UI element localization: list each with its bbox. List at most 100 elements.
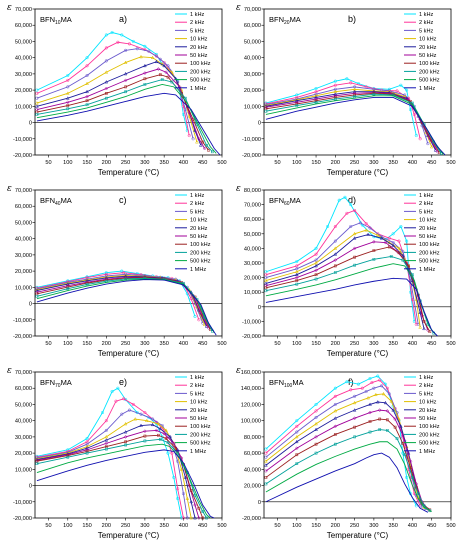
- data-point: [164, 428, 168, 432]
- data-point: [399, 424, 403, 428]
- data-point: [375, 399, 380, 404]
- sample-label: BFN70MA: [40, 378, 72, 389]
- legend-label: 50 kHz: [190, 416, 208, 422]
- data-point: [333, 408, 338, 413]
- data-point: [405, 239, 409, 243]
- x-tick-label: 50: [274, 341, 280, 347]
- data-point: [294, 446, 299, 451]
- data-point: [333, 264, 337, 268]
- y-tick-label: 30,000: [15, 435, 32, 441]
- data-point: [184, 96, 187, 100]
- data-point: [264, 455, 268, 459]
- series-group: [264, 77, 446, 156]
- y-tick-label: 40,000: [15, 419, 32, 425]
- legend-label: 1 kHz: [419, 375, 434, 381]
- data-point: [383, 382, 388, 386]
- data-point: [400, 253, 405, 258]
- data-point: [403, 453, 407, 457]
- data-point: [160, 78, 164, 81]
- data-point: [151, 417, 155, 421]
- data-point: [422, 320, 426, 323]
- data-point: [401, 258, 405, 262]
- y-tick-label: -20,000: [13, 153, 32, 159]
- data-point: [333, 246, 338, 250]
- chart-panel-5: 50 100 150 200 250 300 350 400 450 500 -20,000 0 20,…: [236, 366, 456, 540]
- data-point: [166, 64, 170, 68]
- x-tick-label: 500: [446, 523, 455, 529]
- data-point: [378, 417, 382, 421]
- data-point: [104, 434, 109, 439]
- x-tick-label: 500: [446, 341, 455, 347]
- legend-label: 1 MHz: [419, 449, 435, 455]
- y-tick-label: 50,000: [15, 402, 32, 408]
- legend-label: 2 kHz: [190, 383, 205, 389]
- data-point: [352, 246, 357, 251]
- data-point: [193, 515, 197, 520]
- legend-label: 100 kHz: [190, 424, 211, 430]
- data-point: [383, 400, 388, 405]
- panel-letter: b): [348, 14, 356, 24]
- data-point: [104, 79, 109, 84]
- x-tick-label: 150: [311, 341, 320, 347]
- sample-label: BFN100MA: [269, 378, 304, 389]
- series-line-1-kHz: [265, 78, 417, 136]
- data-point: [104, 428, 108, 432]
- data-point: [333, 96, 337, 99]
- data-point: [314, 277, 318, 281]
- x-tick-label: 50: [274, 160, 280, 166]
- data-point: [104, 86, 109, 91]
- data-point: [395, 437, 399, 440]
- x-tick-label: 150: [82, 341, 91, 347]
- data-point: [66, 285, 70, 289]
- y-tick-label: 40,000: [244, 246, 261, 252]
- data-point: [176, 451, 180, 455]
- y-tick-label: 30,000: [15, 72, 32, 78]
- data-point: [264, 463, 268, 467]
- data-point: [66, 78, 70, 82]
- data-point: [85, 283, 89, 286]
- legend-label: 1 kHz: [419, 12, 434, 18]
- legend-label: 200 kHz: [419, 250, 440, 256]
- data-point: [176, 487, 180, 491]
- data-point: [264, 482, 268, 486]
- data-point: [187, 133, 191, 138]
- data-point: [65, 91, 70, 95]
- data-point: [85, 280, 89, 284]
- data-point: [35, 294, 39, 298]
- data-point: [172, 475, 176, 479]
- data-point: [387, 236, 391, 240]
- series-line-1-MHz: [265, 452, 429, 513]
- data-point: [352, 416, 357, 421]
- data-point: [202, 146, 207, 151]
- data-point: [372, 386, 376, 390]
- chart-panel-1: 50 100 150 200 250 300 350 400 450 500 -20,000 -10,…: [236, 3, 456, 177]
- x-tick-label: 250: [121, 160, 130, 166]
- data-point: [353, 255, 356, 259]
- data-point: [181, 492, 185, 496]
- legend: 1 kHz 2 kHz 5 kHz 10 kHz 20 kHz 50 kHz 100 kHz…: [175, 12, 211, 92]
- data-point: [143, 48, 147, 52]
- y-tick-label: 80,000: [244, 435, 261, 441]
- series-line-2-kHz: [36, 41, 190, 136]
- data-point: [352, 408, 357, 412]
- legend-label: 100 kHz: [419, 61, 440, 67]
- data-point: [326, 224, 330, 229]
- data-point: [426, 142, 430, 146]
- data-point: [349, 81, 353, 85]
- data-point: [123, 435, 128, 439]
- series-line-1-MHz: [36, 279, 217, 336]
- data-point: [414, 322, 418, 326]
- series-group: [35, 269, 217, 336]
- data-point: [104, 419, 108, 423]
- x-tick-label: 500: [217, 341, 226, 347]
- x-axis-title: Temperature (°C): [327, 349, 389, 358]
- data-point: [314, 421, 318, 426]
- data-point: [197, 136, 201, 141]
- data-point: [156, 421, 161, 426]
- series-line-200-kHz: [36, 79, 213, 153]
- data-point: [295, 453, 299, 457]
- x-tick-label: 250: [350, 160, 359, 166]
- data-point: [120, 412, 124, 416]
- series-line-1-MHz: [36, 92, 221, 156]
- y-tick-label: 30,000: [15, 253, 32, 259]
